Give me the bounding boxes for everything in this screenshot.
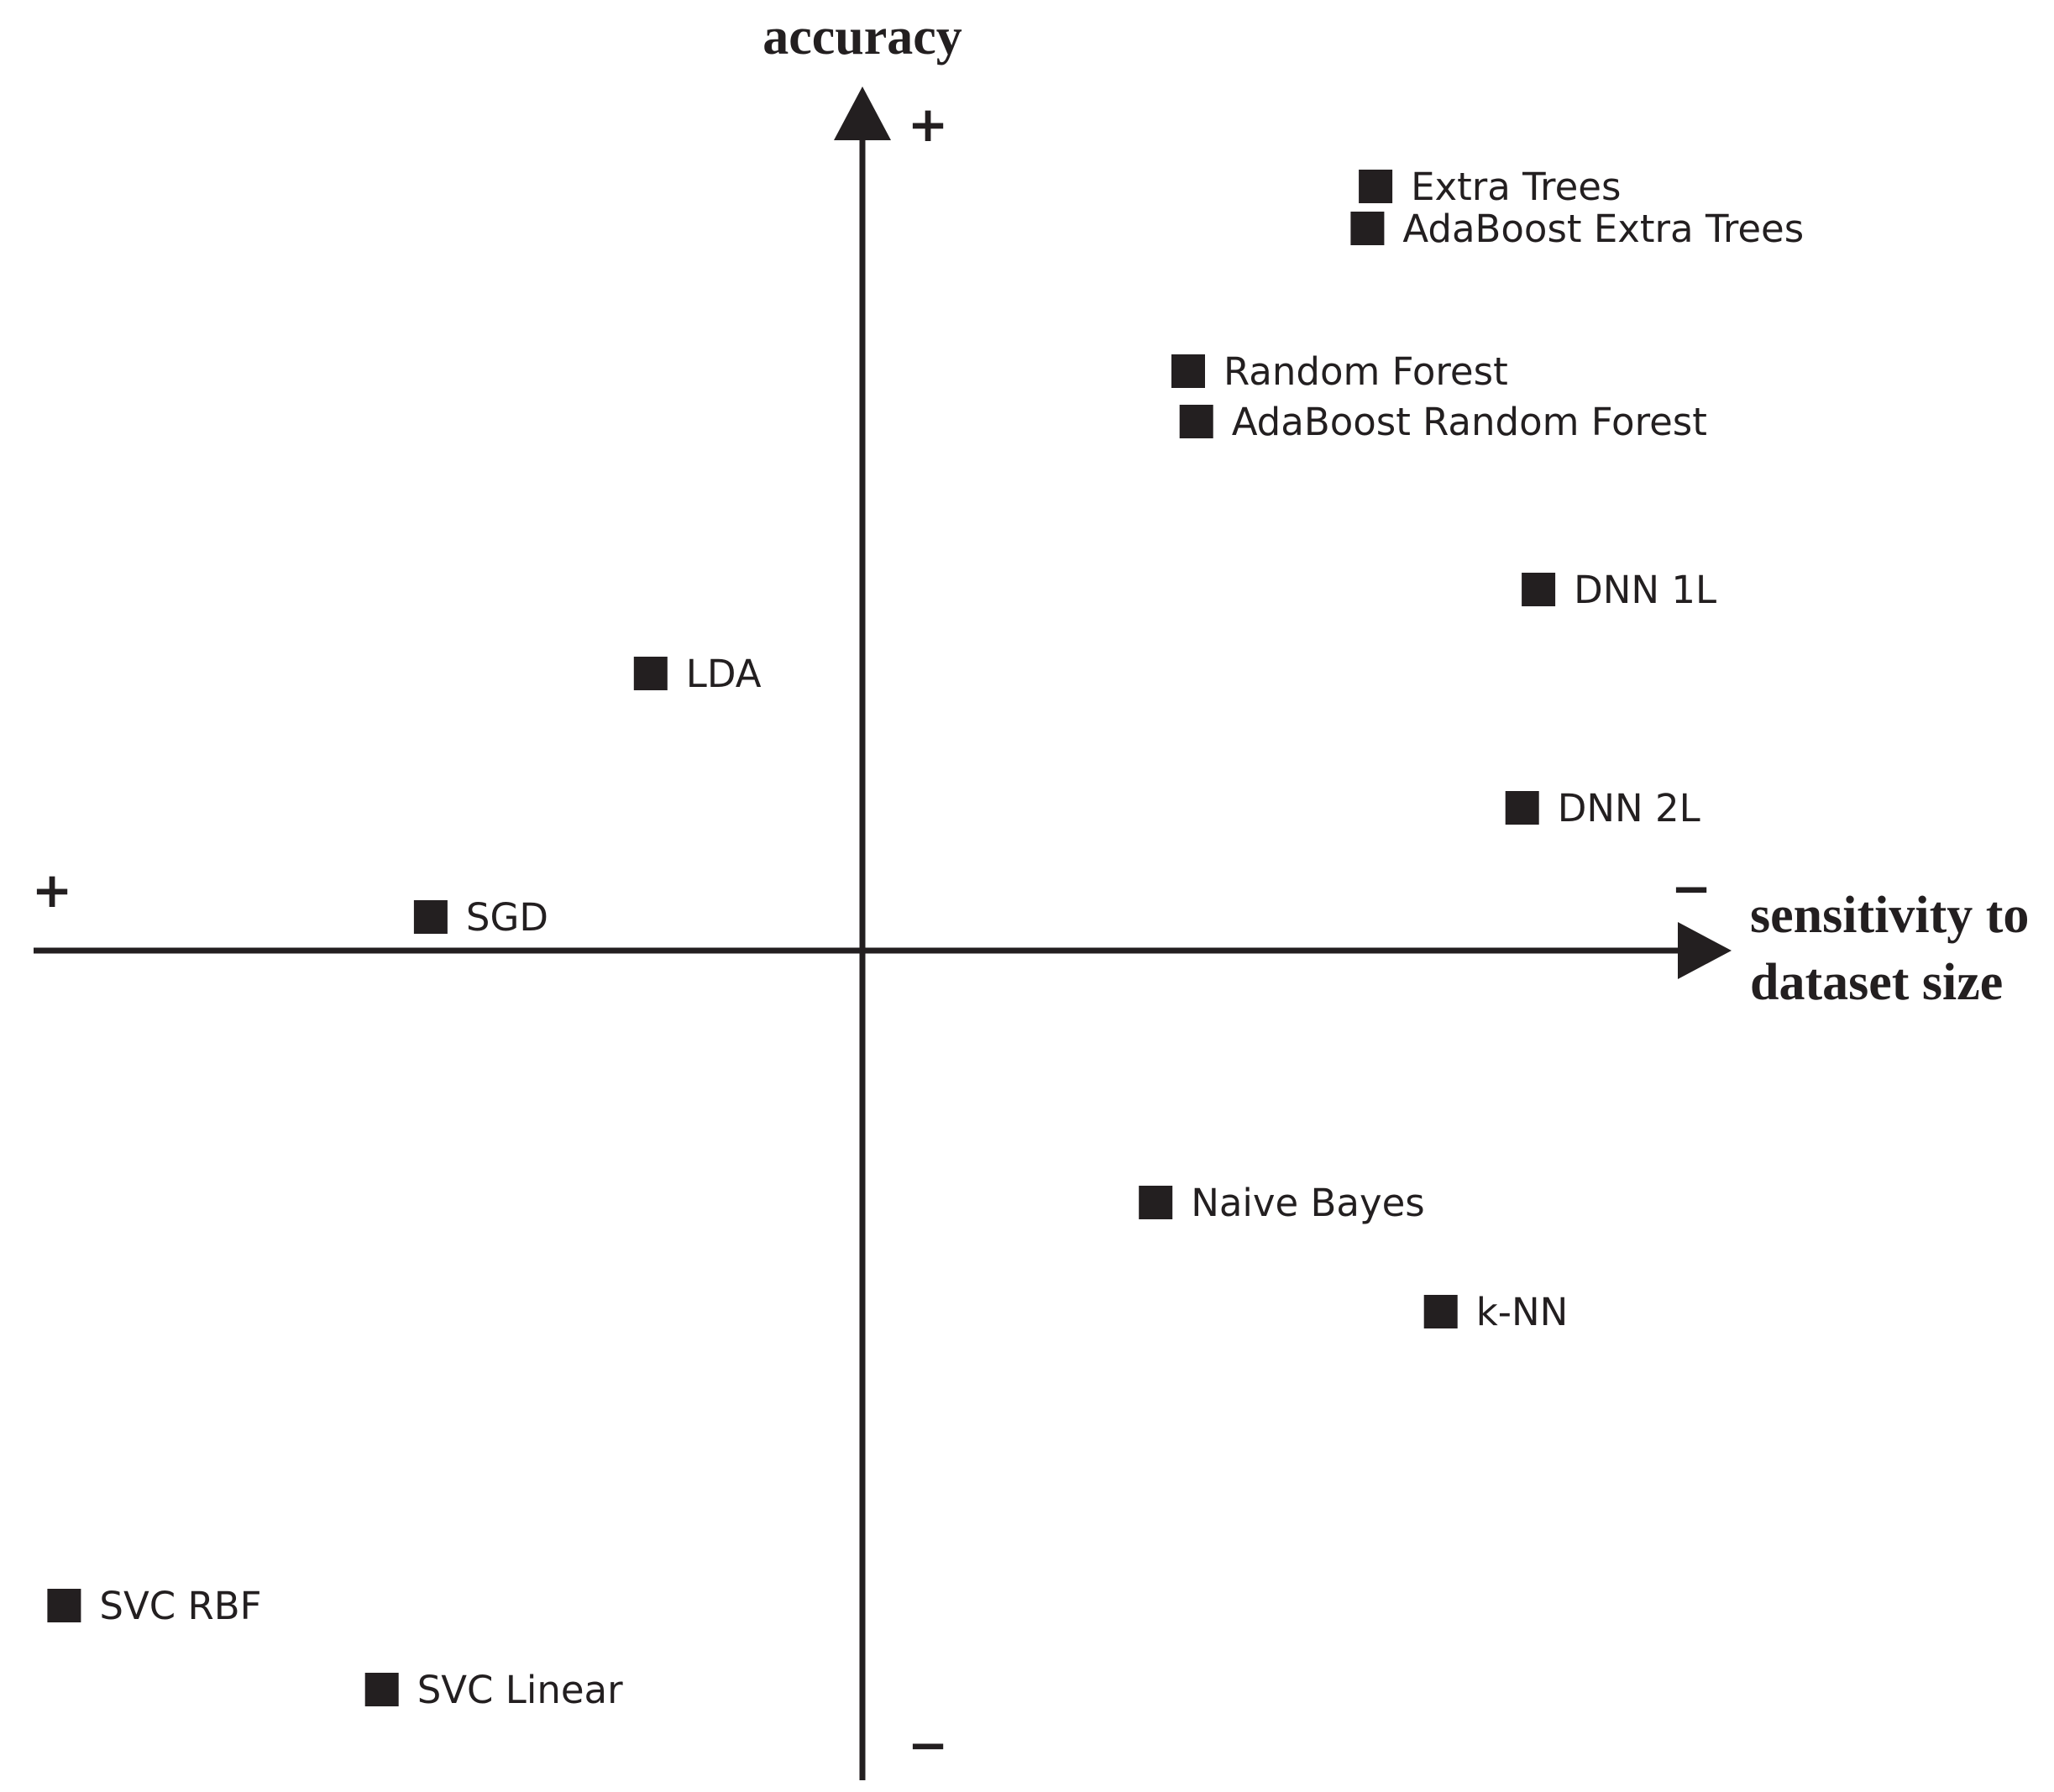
point-label: DNN 2L [1558, 786, 1700, 831]
point-marker [1179, 405, 1213, 438]
y-axis-title: accuracy [762, 8, 962, 65]
data-point: DNN 1L [1522, 568, 1716, 612]
point-label: Extra Trees [1411, 165, 1621, 209]
y-axis-bottom-sign: − [908, 1716, 949, 1774]
data-point: AdaBoost Random Forest [1179, 400, 1707, 444]
point-marker [1522, 573, 1556, 606]
data-point: SVC RBF [47, 1584, 262, 1628]
point-marker [413, 900, 448, 934]
x-axis-title-line-1: sensitivity to [1750, 887, 2029, 944]
point-label: AdaBoost Extra Trees [1402, 207, 1804, 251]
point-marker [1359, 170, 1393, 203]
x-axis-arrowhead [1678, 922, 1732, 979]
data-point: Naive Bayes [1139, 1181, 1425, 1225]
point-marker [1139, 1186, 1173, 1219]
point-marker [1350, 212, 1385, 245]
data-point: Random Forest [1171, 349, 1508, 394]
point-label: AdaBoost Random Forest [1232, 400, 1707, 444]
point-label: SVC Linear [417, 1668, 623, 1712]
point-label: Naive Bayes [1191, 1181, 1425, 1225]
point-label: Random Forest [1223, 349, 1508, 394]
data-point: AdaBoost Extra Trees [1350, 207, 1804, 251]
point-marker [364, 1673, 399, 1706]
point-label: k-NN [1476, 1290, 1569, 1334]
data-point: k-NN [1423, 1290, 1569, 1334]
point-marker [1171, 354, 1205, 388]
data-point: SGD [413, 895, 548, 940]
point-label: SGD [466, 895, 548, 940]
x-axis-right-sign: − [1671, 860, 1712, 917]
y-axis-top-sign: + [908, 96, 949, 153]
point-marker [1505, 791, 1539, 825]
point-label: SVC RBF [99, 1584, 261, 1628]
data-point: DNN 2L [1505, 786, 1700, 831]
data-point: SVC Linear [364, 1668, 623, 1712]
y-axis-arrowhead [834, 86, 891, 140]
point-marker [1423, 1295, 1458, 1328]
x-axis-left-sign: + [32, 862, 73, 919]
point-label: DNN 1L [1574, 568, 1716, 612]
x-axis-title-line-2: dataset size [1750, 954, 2003, 1011]
point-label: LDA [686, 652, 762, 696]
data-point: LDA [633, 652, 762, 696]
point-marker [633, 657, 668, 690]
point-marker [47, 1589, 81, 1622]
data-point: Extra Trees [1359, 165, 1621, 209]
